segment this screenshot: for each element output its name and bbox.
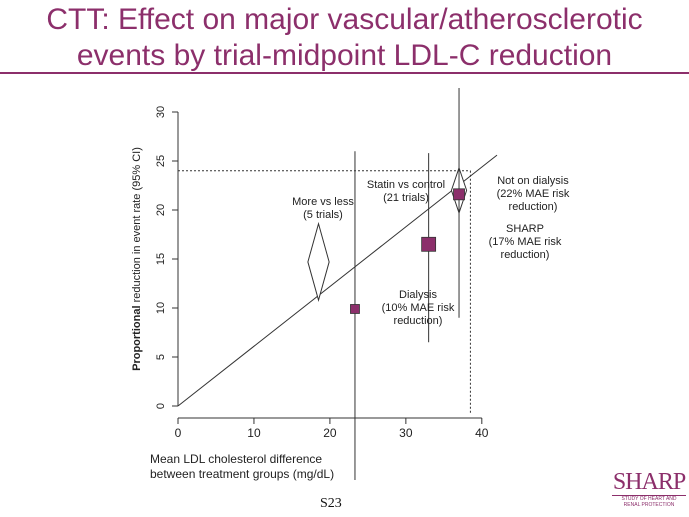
label-sharp-line-3: reduction)	[501, 249, 550, 261]
label-statin-vs-control-line-2: (21 trials)	[383, 192, 429, 204]
logo-subtext: STUDY OF HEART AND RENAL PROTECTION	[612, 495, 686, 508]
label-dialysis-line-3: reduction)	[394, 315, 443, 327]
y-tick-label-5: 5	[155, 354, 167, 360]
point-not-on-dialysis	[453, 188, 465, 201]
diamond-more-vs-less	[307, 221, 330, 303]
x-tick-label-30: 30	[399, 426, 413, 440]
label-sharp-line-2: (17% MAE risk	[489, 236, 562, 248]
x-tick-label-40: 40	[475, 426, 489, 440]
label-not-on-dialysis-line-1: Not on dialysis	[497, 175, 569, 187]
page-title: CTT: Effect on major vascular/atheroscle…	[0, 2, 689, 74]
y-tick-label-15: 15	[155, 253, 167, 265]
y-tick-label-10: 10	[155, 302, 167, 314]
label-more-vs-less-line-1: More vs less	[292, 196, 354, 208]
label-sharp-line-1: SHARP	[506, 223, 544, 235]
point-dialysis	[350, 304, 360, 314]
label-dialysis-line-2: (10% MAE risk	[382, 302, 455, 314]
label-more-vs-less-line-2: (5 trials)	[303, 209, 343, 221]
y-axis-label-rest: reduction in event rate (95% CI)	[131, 147, 143, 305]
y-axis-label: Proportional reduction in event rate (95…	[131, 147, 143, 371]
x-tick-label-20: 20	[323, 426, 337, 440]
title-line-1: CTT: Effect on major vascular/atheroscle…	[46, 3, 643, 36]
label-statin-vs-control-line-1: Statin vs control	[367, 179, 445, 191]
point-sharp	[421, 236, 437, 252]
logo-subtext-1: STUDY OF HEART AND	[621, 496, 677, 502]
sharp-logo: SHARP STUDY OF HEART AND RENAL PROTECTIO…	[612, 470, 686, 514]
slide-number: S23	[320, 496, 342, 511]
title-line-2: events by trial-midpoint LDL-C reduction	[76, 39, 613, 72]
label-dialysis-line-1: Dialysis	[399, 289, 437, 301]
logo-word: SHARP	[612, 469, 686, 495]
y-tick-label-25: 25	[155, 155, 167, 167]
logo-subtext-2: RENAL PROTECTION	[623, 502, 675, 508]
regression-line	[177, 154, 498, 407]
y-tick-label-0: 0	[155, 403, 167, 409]
x-tick-label-10: 10	[247, 426, 261, 440]
label-not-on-dialysis-line-3: reduction)	[509, 201, 558, 213]
x-axis-label-line-1: Mean LDL cholesterol difference	[150, 452, 323, 466]
x-tick-label-0: 0	[175, 426, 182, 440]
x-axis-label: Mean LDL cholesterol difference between …	[150, 452, 334, 482]
label-not-on-dialysis-line-2: (22% MAE risk	[497, 188, 570, 200]
y-tick-label-20: 20	[155, 204, 167, 216]
y-axis-label-bold: Proportional	[131, 305, 143, 370]
title-divider	[0, 72, 689, 74]
y-tick-label-30: 30	[155, 106, 167, 118]
x-axis-label-line-2: between treatment groups (mg/dL)	[150, 467, 335, 481]
